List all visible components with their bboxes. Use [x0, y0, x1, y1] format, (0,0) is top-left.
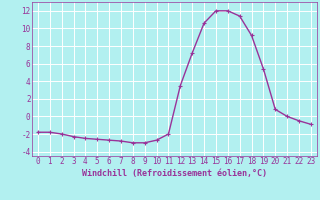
X-axis label: Windchill (Refroidissement éolien,°C): Windchill (Refroidissement éolien,°C) [82, 169, 267, 178]
